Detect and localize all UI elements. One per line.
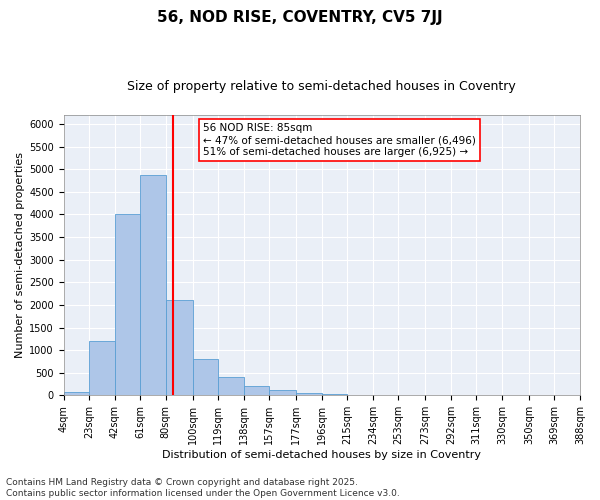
Bar	[218, 378, 244, 396]
Y-axis label: Number of semi-detached properties: Number of semi-detached properties	[15, 152, 25, 358]
Text: 56, NOD RISE, COVENTRY, CV5 7JJ: 56, NOD RISE, COVENTRY, CV5 7JJ	[157, 10, 443, 25]
Title: Size of property relative to semi-detached houses in Coventry: Size of property relative to semi-detach…	[127, 80, 516, 93]
Bar	[64, 392, 89, 396]
Bar	[296, 392, 322, 396]
Bar	[140, 175, 166, 396]
Bar	[244, 386, 269, 396]
Bar	[115, 214, 140, 396]
Text: 56 NOD RISE: 85sqm
← 47% of semi-detached houses are smaller (6,496)
51% of semi: 56 NOD RISE: 85sqm ← 47% of semi-detache…	[203, 124, 476, 156]
Bar	[193, 358, 218, 396]
X-axis label: Distribution of semi-detached houses by size in Coventry: Distribution of semi-detached houses by …	[163, 450, 481, 460]
Bar	[89, 341, 115, 396]
Bar	[322, 394, 347, 396]
Bar	[166, 300, 193, 396]
Text: Contains HM Land Registry data © Crown copyright and database right 2025.
Contai: Contains HM Land Registry data © Crown c…	[6, 478, 400, 498]
Bar	[269, 390, 296, 396]
